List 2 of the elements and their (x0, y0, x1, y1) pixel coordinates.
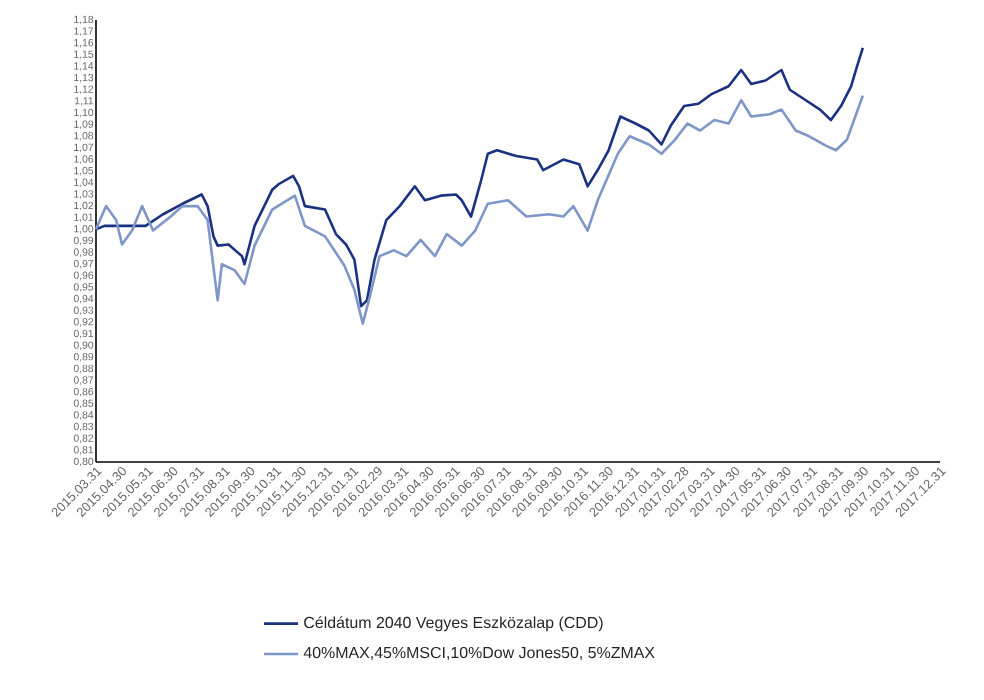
line-series (94, 94, 865, 325)
line-series (94, 46, 865, 308)
